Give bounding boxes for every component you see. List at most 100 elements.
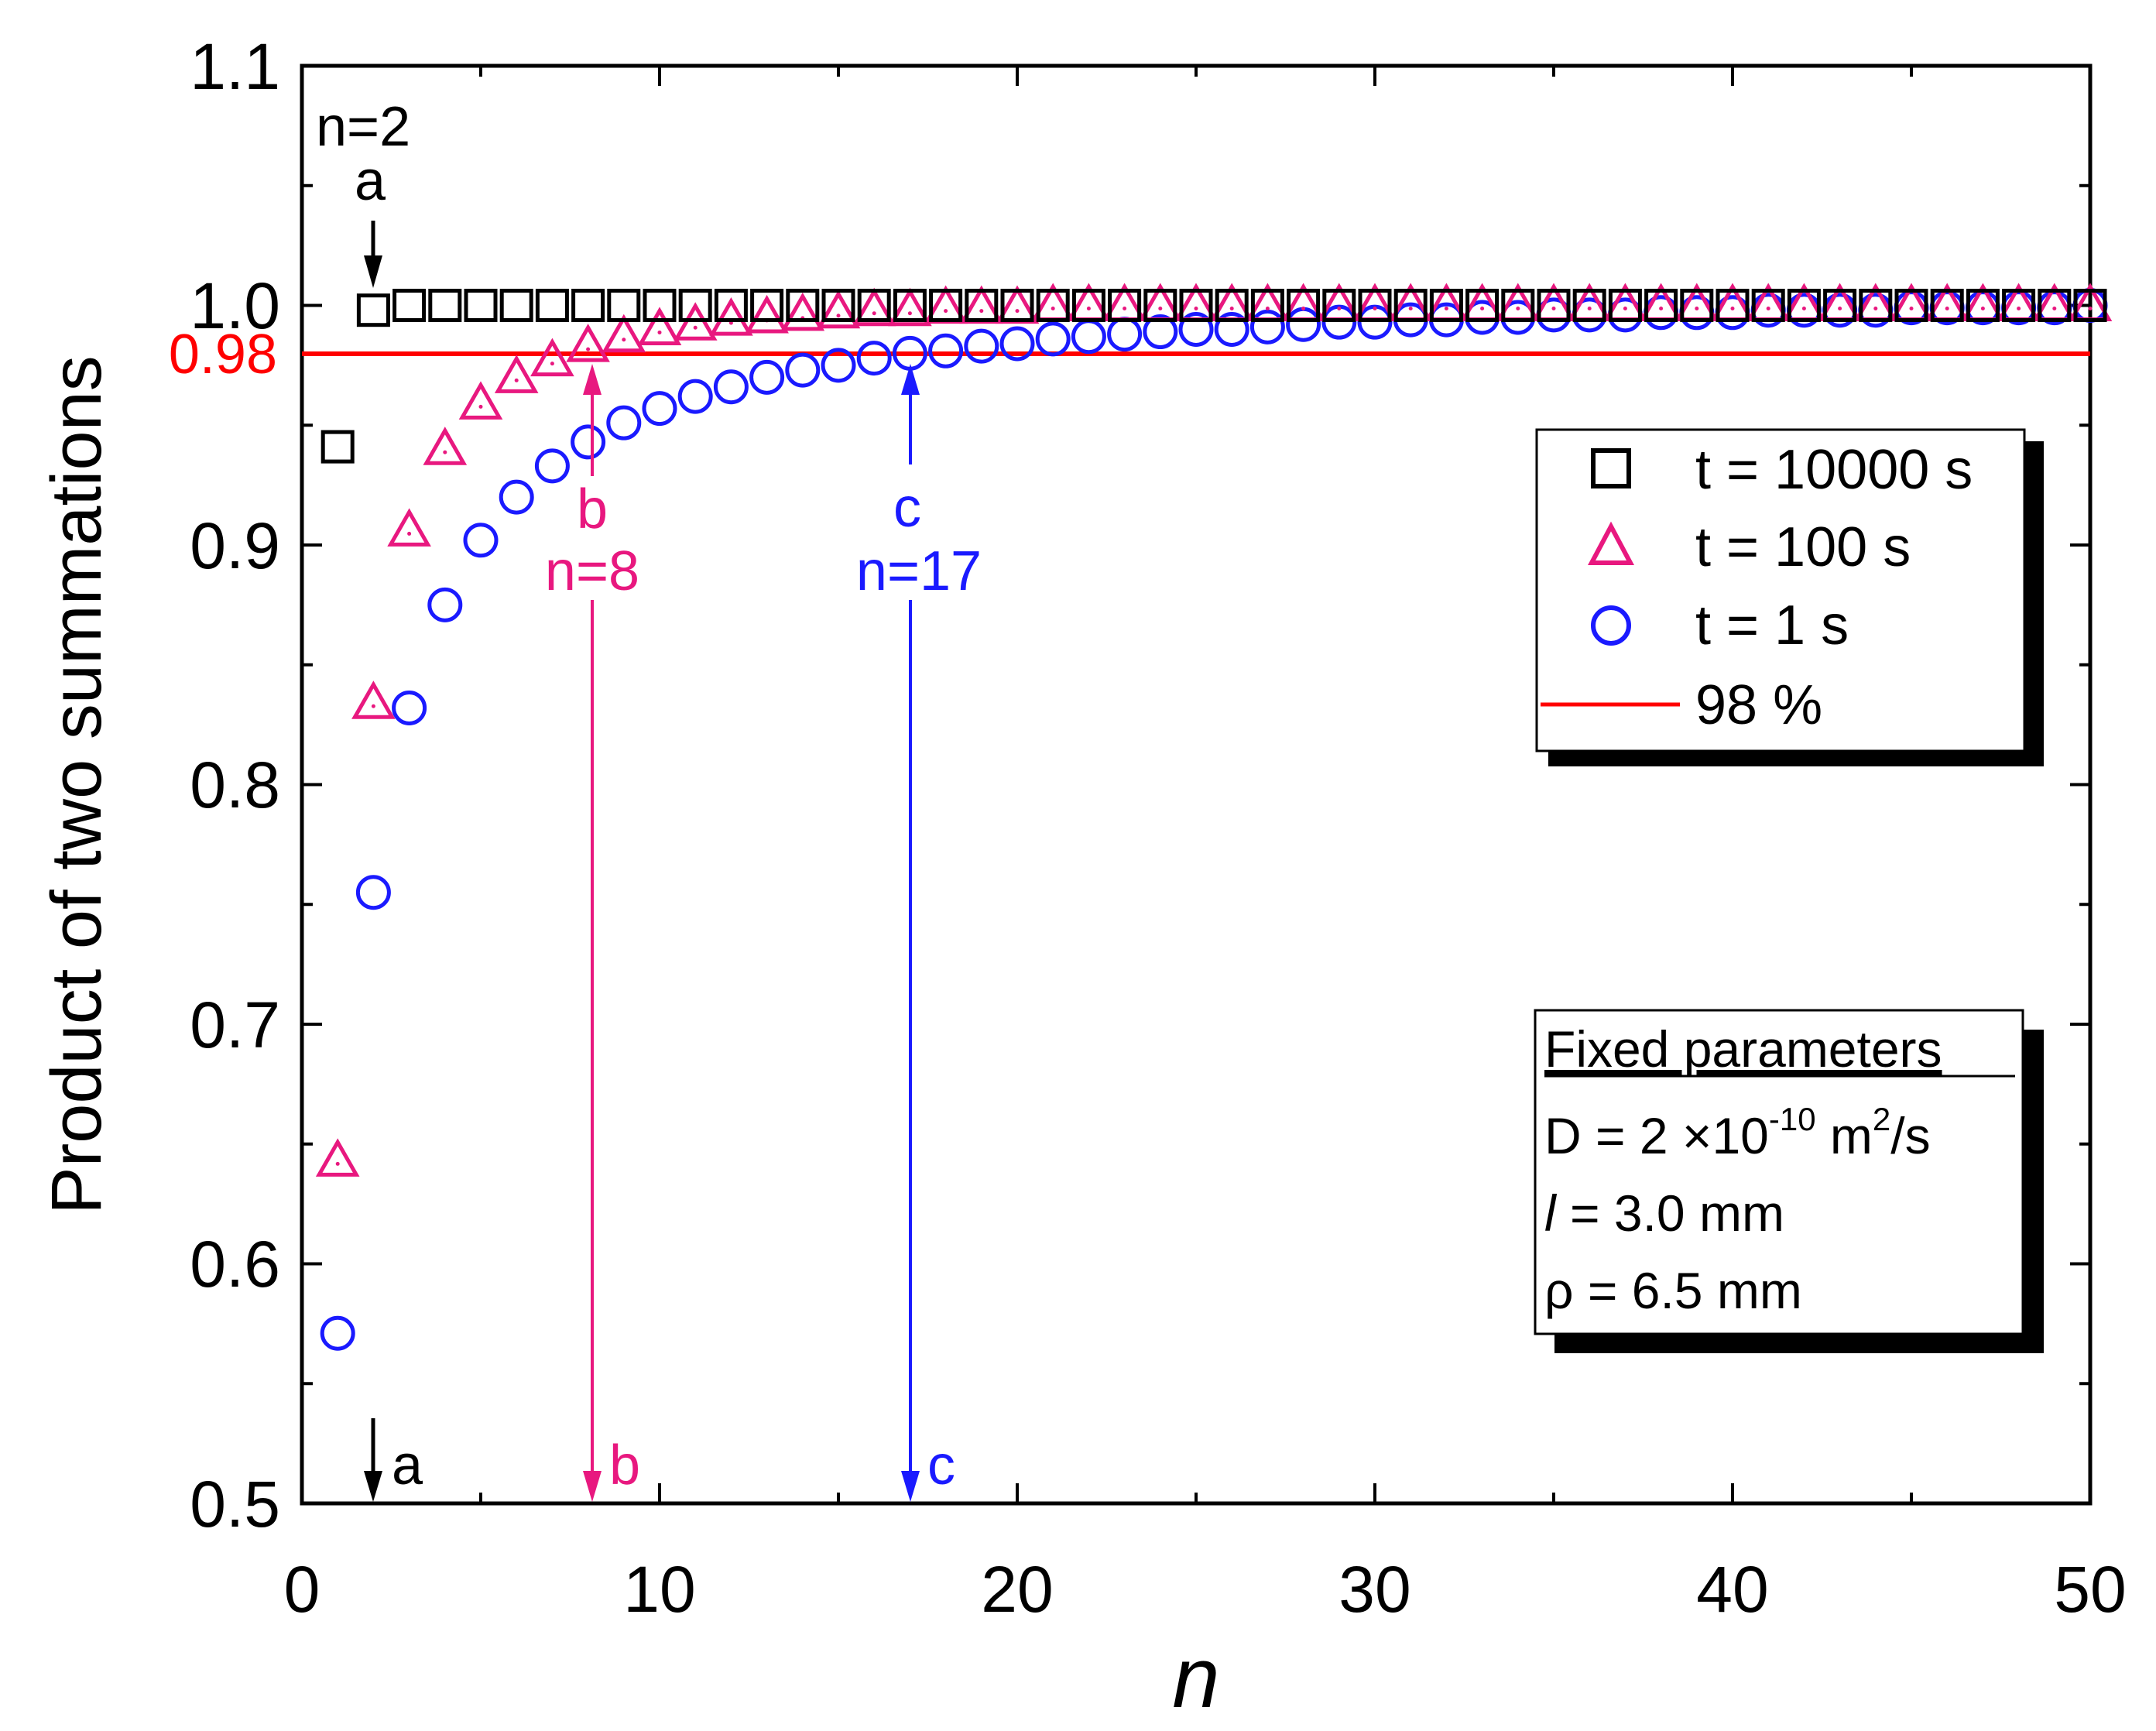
data-point-t10000 [1287, 289, 1321, 322]
legend-label-threshold: 98 % [1695, 674, 1822, 736]
x-tick-label: 20 [981, 1553, 1053, 1626]
data-point-t100-dot [443, 450, 447, 454]
data-point-t100-dot [1337, 307, 1342, 310]
data-point-t100-dot [1623, 307, 1627, 310]
data-point-t10000 [1250, 289, 1284, 322]
data-point-t100 [816, 290, 861, 329]
data-point-t1 [1679, 295, 1715, 331]
annotation-a-letter-top: a [355, 150, 386, 212]
data-point-t10000 [1787, 289, 1821, 322]
data-point-t10000 [1036, 289, 1070, 322]
data-point-t100-dot [1480, 307, 1485, 310]
data-point-t100-dot [1229, 307, 1234, 310]
y-tick-label: 1.1 [190, 30, 280, 103]
annotation-c-n-label: n=17 [856, 540, 982, 602]
data-point-t100-dot [657, 330, 662, 334]
annotation-b-letter: b [577, 478, 608, 540]
y-tick-label: 0.9 [190, 509, 280, 582]
data-point-t100-dot [1373, 307, 1377, 310]
info-box [1534, 1009, 2024, 1335]
annotation-a-letter-bottom: a [392, 1435, 423, 1496]
data-point-t10000 [1644, 289, 1678, 322]
data-point-t10000 [1608, 289, 1642, 322]
data-point-t10000 [1322, 289, 1356, 322]
arrowhead-b-up [583, 364, 602, 395]
info-rho: ρ = 6.5 mm [1544, 1262, 1802, 1319]
data-point-t10000 [356, 293, 390, 327]
data-point-t1 [964, 328, 999, 364]
data-point-t10000 [1179, 289, 1213, 322]
data-point-t10000 [1680, 289, 1714, 322]
info-diffusion: D = 2 ×10-10 m2/s [1544, 1101, 1931, 1164]
data-point-t100-dot [478, 404, 483, 409]
data-point-t10000 [1358, 289, 1392, 322]
data-point-t1 [534, 448, 570, 484]
data-point-t10000 [1215, 289, 1249, 322]
data-point-t10000 [1501, 289, 1535, 322]
data-point-t100 [458, 381, 503, 420]
info-d-prefix: D = 2 ×10 [1544, 1107, 1769, 1164]
data-point-t100 [709, 297, 753, 336]
data-point-t100 [566, 324, 610, 362]
data-point-t1 [392, 690, 427, 725]
data-point-t1 [606, 405, 642, 440]
y-tick-label: 0.7 [190, 989, 280, 1061]
data-point-t1 [785, 352, 821, 388]
data-point-t1 [1143, 314, 1178, 350]
data-point-t10000 [678, 289, 712, 322]
data-point-t10000 [571, 289, 605, 322]
data-point-t100-dot [1838, 307, 1842, 310]
data-point-t10000 [1966, 289, 2000, 322]
data-point-t100-dot [1659, 307, 1664, 310]
x-tick-label: 0 [284, 1553, 320, 1626]
data-point-t100 [387, 508, 431, 547]
data-point-t10000 [1537, 289, 1571, 322]
data-point-t10000 [1429, 289, 1463, 322]
data-point-t100-dot [836, 314, 841, 318]
data-point-t1 [427, 587, 463, 622]
data-point-t1 [499, 479, 534, 515]
data-point-t10000 [320, 430, 355, 464]
data-point-t10000 [857, 289, 891, 322]
x-tick-label: 30 [1339, 1553, 1410, 1626]
y-tick-label: 0.6 [190, 1228, 280, 1301]
data-point-t10000 [1108, 289, 1142, 322]
data-point-t10000 [714, 289, 748, 322]
data-point-t100-dot [335, 1161, 340, 1166]
data-point-t100-dot [1945, 307, 1949, 310]
series-layer [315, 283, 2113, 1351]
data-point-t10000 [2038, 289, 2072, 322]
data-point-t100-dot [693, 325, 698, 330]
annotation-b [583, 364, 602, 1502]
data-point-t10000 [1071, 289, 1105, 322]
data-point-t10000 [607, 289, 641, 322]
data-point-t10000 [643, 289, 677, 322]
x-tick-label: 10 [623, 1553, 695, 1626]
fixed-parameters-box: Fixed parameters D = 2 ×10-10 m2/s l = 3… [1534, 1009, 2044, 1353]
data-point-t1 [749, 359, 785, 395]
data-point-t100 [780, 292, 825, 331]
data-point-t10000 [464, 289, 498, 322]
x-tick-labels: 0 10 20 30 40 50 [284, 1553, 2127, 1626]
annotation-a-n-label: n=2 [316, 96, 410, 158]
data-point-t10000 [965, 289, 999, 322]
data-point-t100-dot [979, 309, 984, 314]
data-point-t1 [999, 326, 1035, 362]
data-point-t100 [602, 314, 646, 353]
legend-box [1535, 428, 2026, 752]
data-point-t100-dot [1980, 307, 1985, 310]
data-point-t10000 [1716, 289, 1750, 322]
legend-label-10000: t = 10000 s [1695, 439, 1973, 501]
data-point-t100-dot [1444, 307, 1448, 310]
data-point-t1 [463, 523, 499, 558]
data-point-t10000 [750, 289, 784, 322]
data-point-t10000 [392, 289, 427, 322]
data-point-t1 [856, 341, 892, 376]
data-point-t10000 [893, 289, 927, 322]
threshold-label: 0.98 [169, 324, 277, 386]
data-point-t100-dot [1551, 307, 1556, 310]
data-point-t100-dot [1123, 307, 1127, 310]
data-point-t100-dot [2052, 307, 2057, 310]
data-point-t100-dot [1801, 307, 1806, 310]
data-point-t1 [928, 333, 964, 368]
